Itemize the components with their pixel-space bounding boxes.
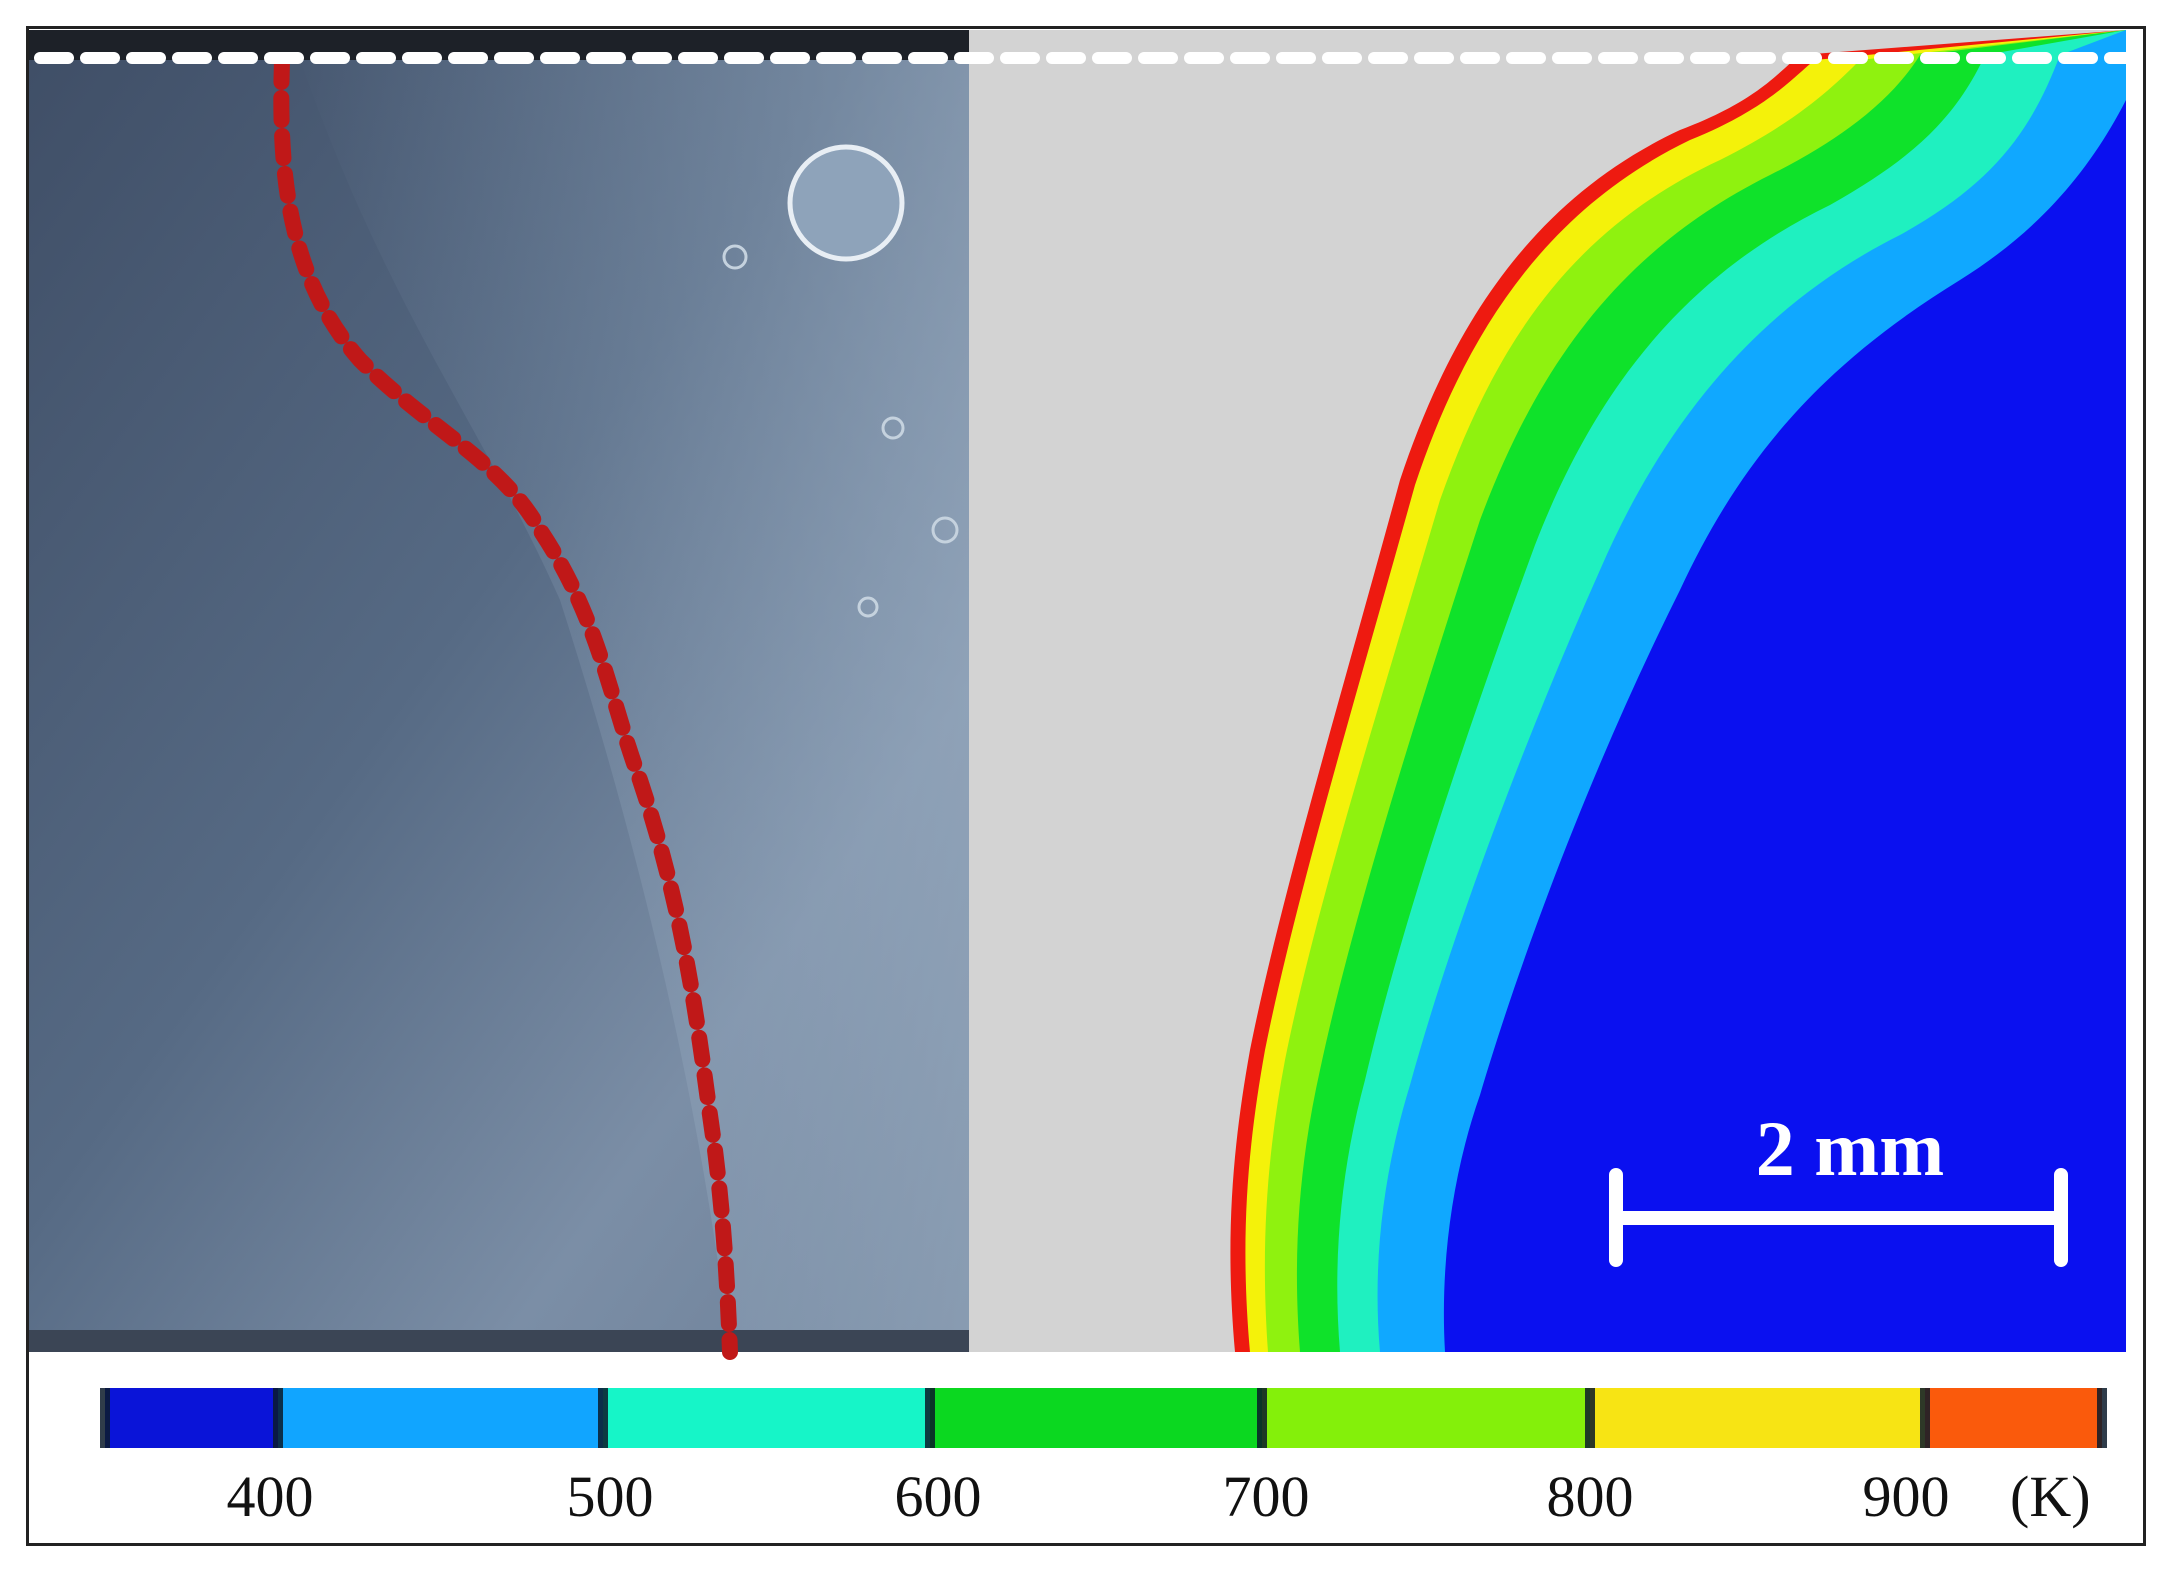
colorbar-tick-label: 800 <box>1546 1464 1634 1529</box>
colorbar-band <box>105 1388 278 1448</box>
colorbar-separator <box>2097 1388 2107 1448</box>
bubble-icon <box>857 596 879 618</box>
colorbar-separator <box>925 1388 935 1448</box>
melt-boundary-line <box>273 52 738 1360</box>
colorbar-separator <box>100 1388 110 1448</box>
colorbar-band <box>278 1388 603 1448</box>
colorbar-separator <box>598 1388 608 1448</box>
colorbar-unit-label: (K) <box>2010 1464 2091 1529</box>
figure-frame <box>26 26 2146 1546</box>
bubble-icon <box>787 144 905 262</box>
colorbar-band <box>1262 1388 1590 1448</box>
bubble-icon <box>881 416 905 440</box>
bubble-icon <box>722 244 748 270</box>
temperature-contour-panel <box>969 30 2126 1352</box>
bubble-icon <box>931 516 959 544</box>
colorbar-tick-label: 500 <box>566 1464 654 1529</box>
colorbar-separator <box>1920 1388 1930 1448</box>
colorbar-tick-label: 600 <box>894 1464 982 1529</box>
colorbar-tick-label: 400 <box>226 1464 314 1529</box>
colorbar-tick-label: 900 <box>1862 1464 1950 1529</box>
scale-bar-label: 2 mm <box>1755 1105 1945 1192</box>
colorbar-band <box>1925 1388 2102 1448</box>
colorbar-tick-label: 700 <box>1222 1464 1310 1529</box>
colorbar-separator <box>1257 1388 1267 1448</box>
colorbar-separator <box>273 1388 283 1448</box>
colorbar-band <box>1590 1388 1925 1448</box>
micrograph-bright-region <box>290 30 969 1352</box>
colorbar-separator <box>1585 1388 1595 1448</box>
colorbar-band <box>930 1388 1262 1448</box>
contour-band-blue <box>1443 100 2126 1352</box>
colorbar-band <box>603 1388 930 1448</box>
colorbar <box>100 1388 2107 1448</box>
